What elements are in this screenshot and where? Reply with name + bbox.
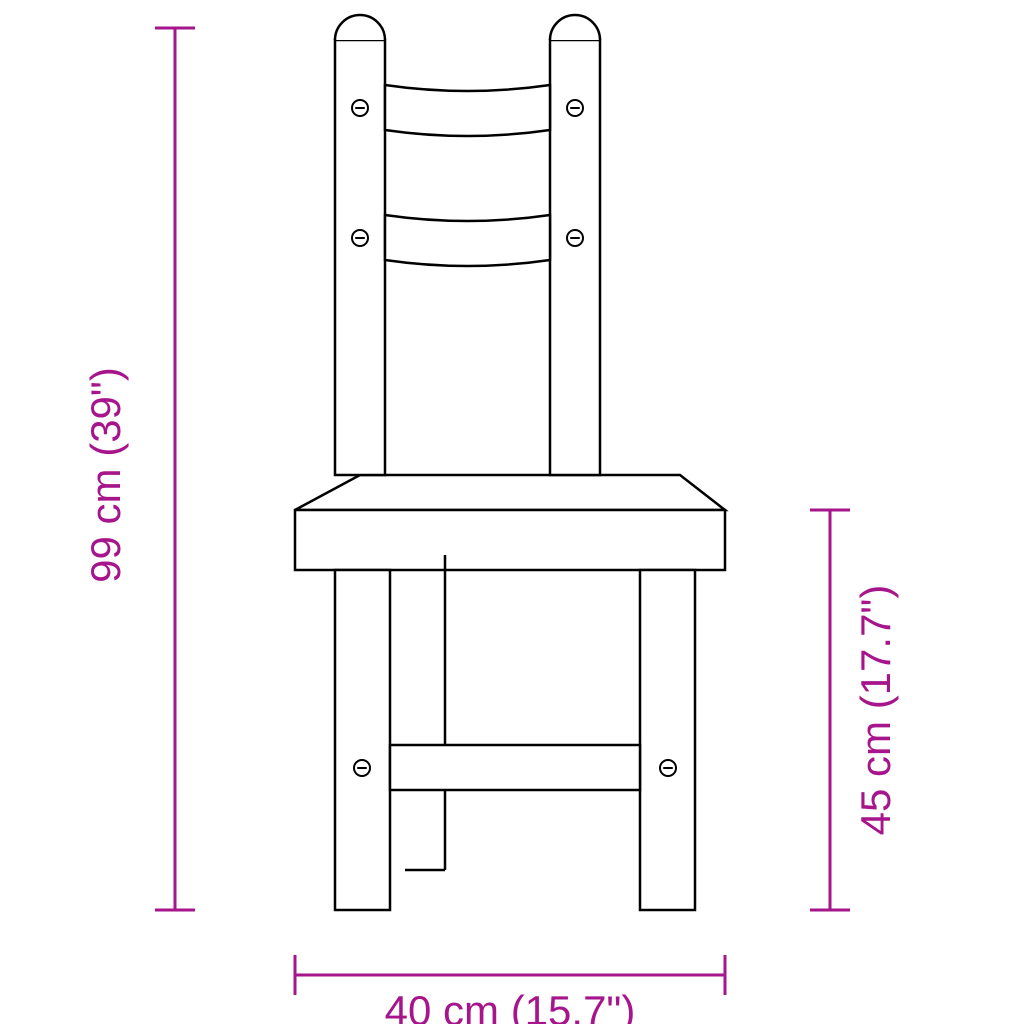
label-height-total: 99 cm (39") (82, 367, 129, 583)
dimension-diagram: 99 cm (39") 45 cm (17.7") 40 cm (15.7") (0, 0, 1024, 1024)
front-leg-right (640, 570, 695, 910)
post-cap-left (335, 15, 385, 40)
seat-front (295, 510, 725, 570)
label-seat-height: 45 cm (17.7") (852, 585, 899, 836)
post-cap-right (550, 15, 600, 40)
front-leg-left (335, 570, 390, 910)
front-stretcher (390, 745, 640, 790)
back-slat-0 (385, 85, 550, 136)
back-slat-1 (385, 215, 550, 266)
seat-top (295, 475, 725, 510)
label-width: 40 cm (15.7") (385, 987, 636, 1024)
chair-outline (295, 15, 725, 910)
